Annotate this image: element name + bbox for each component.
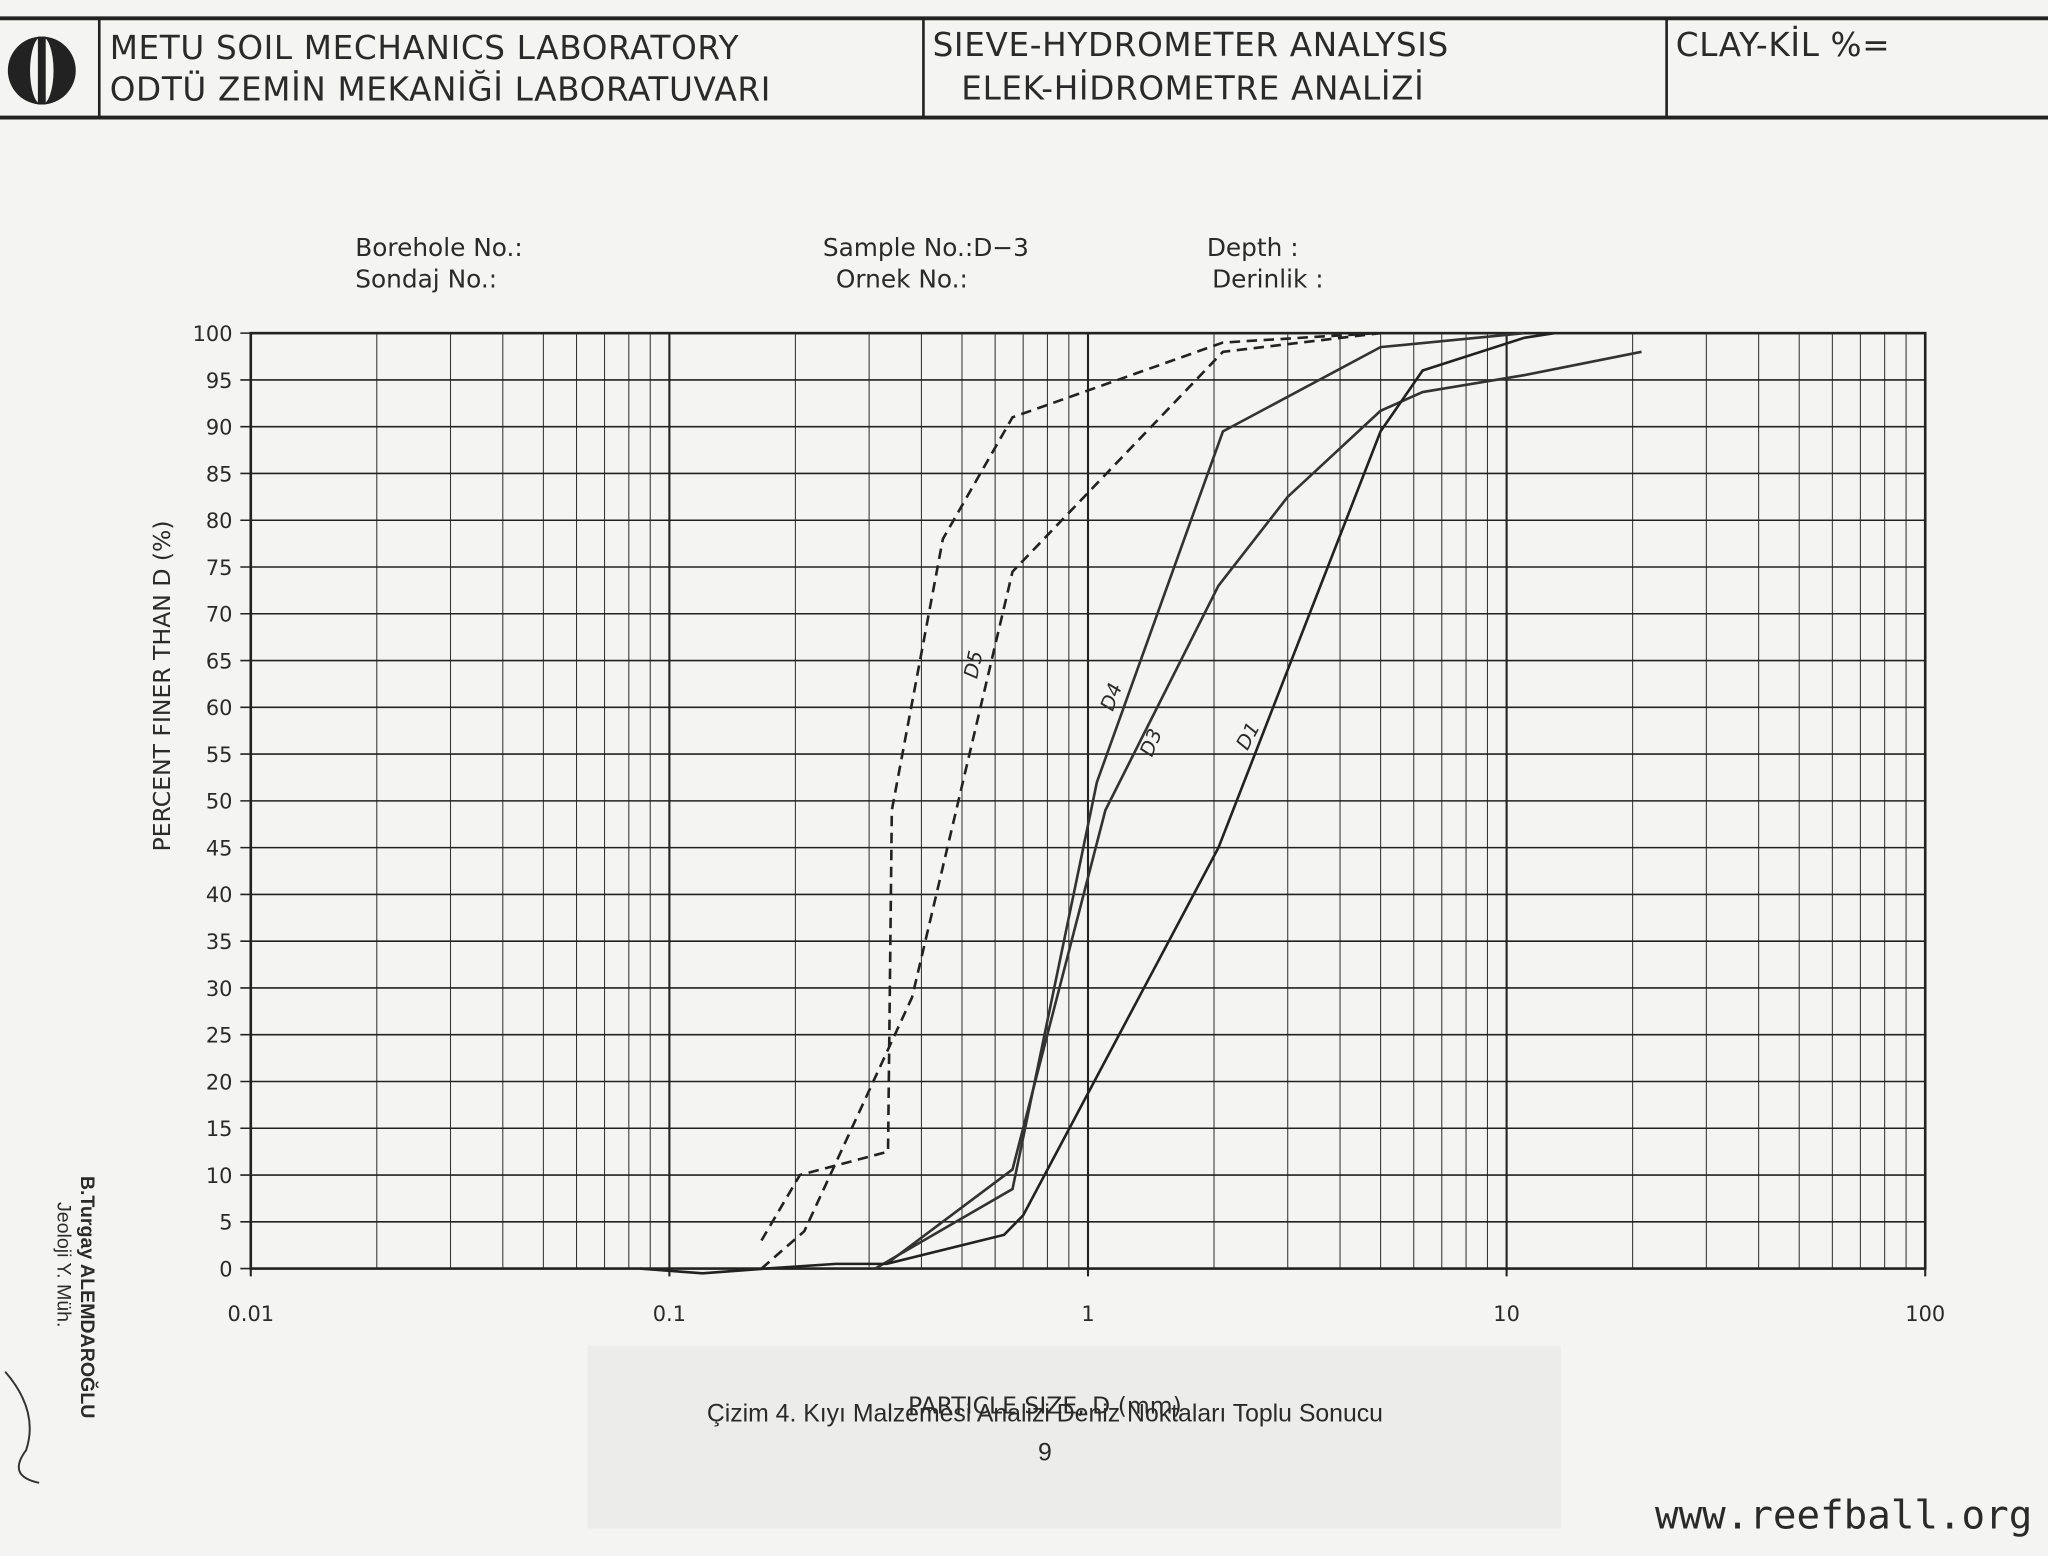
author: B.Turgay ALEMDAROĞLU (76, 1176, 100, 1419)
y-tick-label: 95 (206, 369, 233, 393)
y-tick-label: 90 (206, 416, 233, 440)
field-label: Sondaj No.: (355, 264, 497, 293)
y-tick-label: 70 (206, 603, 233, 627)
y-tick-label: 55 (206, 743, 233, 767)
caption: Çizim 4. Kıyı Malzemesi Analizi Deniz No… (707, 1400, 1383, 1427)
y-tick-label: 65 (206, 649, 233, 673)
author-title: Jeoloji Y. Müh. (52, 1202, 74, 1328)
x-axis-label: PARTICLE SIZE, D (mm) (908, 1392, 1182, 1420)
data-line (639, 331, 1555, 1275)
x-tick-label: 100 (1905, 1302, 1945, 1326)
y-tick-label: 20 (206, 1070, 233, 1094)
y-tick-label: 10 (206, 1164, 233, 1188)
website: www.reefball.org (1655, 1494, 2032, 1539)
field-label: Depth : (1207, 233, 1299, 262)
y-tick-label: 30 (206, 977, 233, 1001)
data-line (874, 331, 1525, 1270)
header-text: SIEVE-HYDROMETER ANALYSIS (933, 26, 1449, 64)
y-tick-label: 15 (206, 1117, 233, 1141)
y-tick-label: 50 (206, 790, 233, 814)
x-tick-label: 1 (1081, 1302, 1094, 1326)
logo (7, 36, 76, 105)
scan-shade (587, 1345, 1561, 1529)
x-tick-label: 0.01 (228, 1302, 275, 1326)
header-text: ODTÜ ZEMİN MEKANİĞİ LABORATUVARI (110, 70, 771, 109)
y-tick-label: 85 (206, 462, 233, 486)
header-text: ELEK-HİDROMETRE ANALİZİ (961, 69, 1424, 107)
x-tick-label: 0.1 (653, 1302, 686, 1326)
y-tick-label: 75 (206, 556, 233, 580)
y-tick-label: 5 (219, 1211, 232, 1235)
y-tick-label: 80 (206, 509, 233, 533)
y-tick-label: 35 (206, 930, 233, 954)
series-label: D5 (959, 649, 987, 681)
y-tick-label: 100 (193, 322, 233, 346)
field-label: Borehole No.: (355, 233, 523, 262)
y-tick-label: 25 (206, 1024, 233, 1048)
data-line (760, 331, 1377, 1242)
y-axis-label: PERCENT FINER THAN D (%) (148, 520, 176, 851)
y-tick-label: 40 (206, 883, 233, 907)
y-tick-label: 45 (206, 836, 233, 860)
page-number: 9 (1038, 1440, 1052, 1467)
signature (4, 1371, 40, 1484)
field-label: Ornek No.: (836, 264, 968, 293)
header-text: METU SOIL MECHANICS LABORATORY (110, 29, 740, 67)
y-tick-label: 0 (219, 1257, 232, 1281)
data-line (885, 350, 1642, 1265)
field-label: Sample No.:D−3 (823, 233, 1029, 262)
data-line (760, 331, 1381, 1270)
x-tick-label: 10 (1493, 1302, 1520, 1326)
y-tick-label: 60 (206, 696, 233, 720)
field-label: Derinlik : (1212, 264, 1324, 293)
header-text: CLAY-KİL %= (1676, 26, 1890, 64)
